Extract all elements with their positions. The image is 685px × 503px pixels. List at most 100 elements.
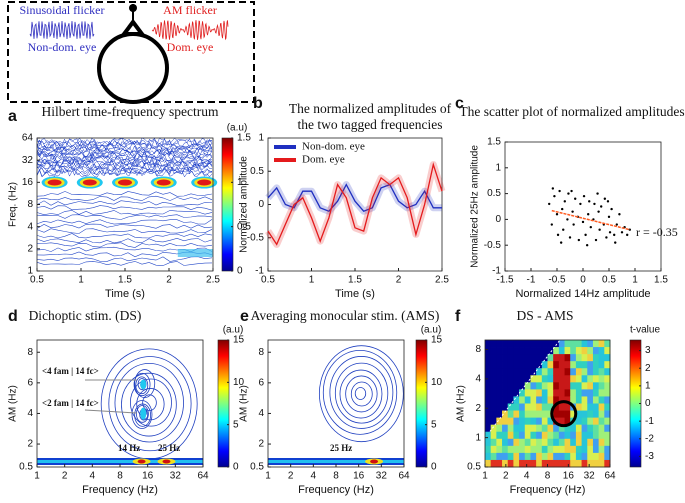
heat-cell xyxy=(519,431,526,440)
heat-cell xyxy=(496,361,503,369)
contour xyxy=(131,400,153,429)
heat-cell xyxy=(564,445,571,454)
heat-cell xyxy=(587,340,594,348)
heat-cell xyxy=(530,368,537,376)
heat-cell xyxy=(485,410,492,419)
heat-cell xyxy=(558,340,565,348)
heat-cell xyxy=(496,438,503,447)
heat-cell xyxy=(558,375,565,383)
heat-cell xyxy=(604,382,611,390)
heat-cell xyxy=(547,375,554,383)
scatter-point xyxy=(570,189,573,193)
heat-cell xyxy=(524,396,531,404)
panel-label: f xyxy=(455,308,461,325)
colorbar-tick-label: -3 xyxy=(645,451,654,462)
heat-cell xyxy=(587,445,594,454)
heat-cell xyxy=(536,417,543,426)
colorbar-tick-label: 0 xyxy=(233,462,239,473)
scatter-point xyxy=(567,192,570,195)
y-axis-label: Normalized 25Hz amplitude xyxy=(470,145,481,268)
y-tick-label: 4 xyxy=(27,408,33,419)
heat-cell xyxy=(490,354,497,362)
x-tick-label: 2 xyxy=(288,471,294,482)
colorbar-tick-label: 15 xyxy=(233,335,245,346)
y-tick-label: 2 xyxy=(258,439,264,450)
heat-cell xyxy=(513,375,520,383)
heat-cell xyxy=(502,347,509,355)
y-tick-label: 0.5 xyxy=(467,462,481,473)
heat-spot xyxy=(140,379,147,390)
colorbar-tick-label: 3 xyxy=(645,345,651,356)
y-axis-label: AM (Hz) xyxy=(456,385,467,422)
colorbar-tick-label: -2 xyxy=(645,433,654,444)
heat-cell xyxy=(502,340,509,348)
contour xyxy=(36,191,213,197)
y-tick-label: 0 xyxy=(258,199,264,210)
heat-cell xyxy=(581,417,588,426)
y-axis-label: Freq. (Hz) xyxy=(8,182,19,227)
colorbar-tick-label: 1.5 xyxy=(237,133,251,144)
wave xyxy=(29,20,95,40)
heat-cell xyxy=(519,424,526,433)
heat-cell xyxy=(513,438,520,447)
scatter-point xyxy=(626,233,629,237)
heat-cell xyxy=(519,375,526,383)
heat-cell xyxy=(502,382,509,390)
heat-cell xyxy=(575,340,582,348)
heat-cell xyxy=(598,417,605,426)
heat-cell xyxy=(490,410,497,419)
heat-cell xyxy=(570,410,577,419)
colorbar-label: (a.u) xyxy=(227,123,248,134)
y-tick-label: -0.5 xyxy=(484,240,502,251)
heat-cell xyxy=(513,445,520,454)
heat-cell xyxy=(524,445,531,454)
heat-cell xyxy=(570,445,577,454)
heat-cell xyxy=(564,396,571,404)
heat-cell xyxy=(513,417,520,426)
heat-cell xyxy=(598,354,605,362)
heat-cell xyxy=(519,438,526,447)
heat-cell xyxy=(490,445,497,454)
heat-cell xyxy=(553,410,560,419)
heat-cell xyxy=(598,410,605,419)
y-tick-label: 0 xyxy=(495,214,501,225)
heat-cell xyxy=(553,361,560,369)
heat-cell xyxy=(541,340,548,348)
scatter-point xyxy=(587,213,590,216)
x-tick-label: 2 xyxy=(396,275,402,286)
heat-cell xyxy=(524,375,531,383)
heat-cell xyxy=(587,347,594,355)
heat-cell xyxy=(536,431,543,440)
contour xyxy=(36,140,213,150)
x-tick-label: 0.5 xyxy=(30,275,44,286)
x-tick-label: 4 xyxy=(90,471,96,482)
heat-cell xyxy=(604,417,611,426)
colorbar-tick-label: 10 xyxy=(431,377,443,388)
heat-cell xyxy=(502,459,509,468)
heat-cell xyxy=(519,452,526,461)
x-tick-label: 64 xyxy=(197,471,209,482)
heat-cell xyxy=(519,389,526,397)
colorbar-tick-label: 0 xyxy=(237,266,243,277)
heat-cell xyxy=(564,368,571,376)
heat-cell xyxy=(570,361,577,369)
x-tick-label: 32 xyxy=(584,471,596,482)
heat-cell xyxy=(530,396,537,404)
heat-spot xyxy=(162,459,171,464)
contour xyxy=(108,356,192,452)
heat-cell xyxy=(581,431,588,440)
heat-cell xyxy=(581,389,588,397)
heat-cell xyxy=(592,459,600,468)
contour xyxy=(345,375,378,413)
line xyxy=(267,162,443,246)
heat-cell xyxy=(490,347,497,355)
scatter-point xyxy=(613,233,616,237)
heat-cell xyxy=(598,396,605,404)
heat-cell xyxy=(507,410,514,419)
heat-cell xyxy=(541,452,548,461)
contour xyxy=(36,228,213,234)
heat-cell xyxy=(598,445,605,454)
heat-cell xyxy=(592,438,600,447)
heat-cell xyxy=(513,403,520,411)
